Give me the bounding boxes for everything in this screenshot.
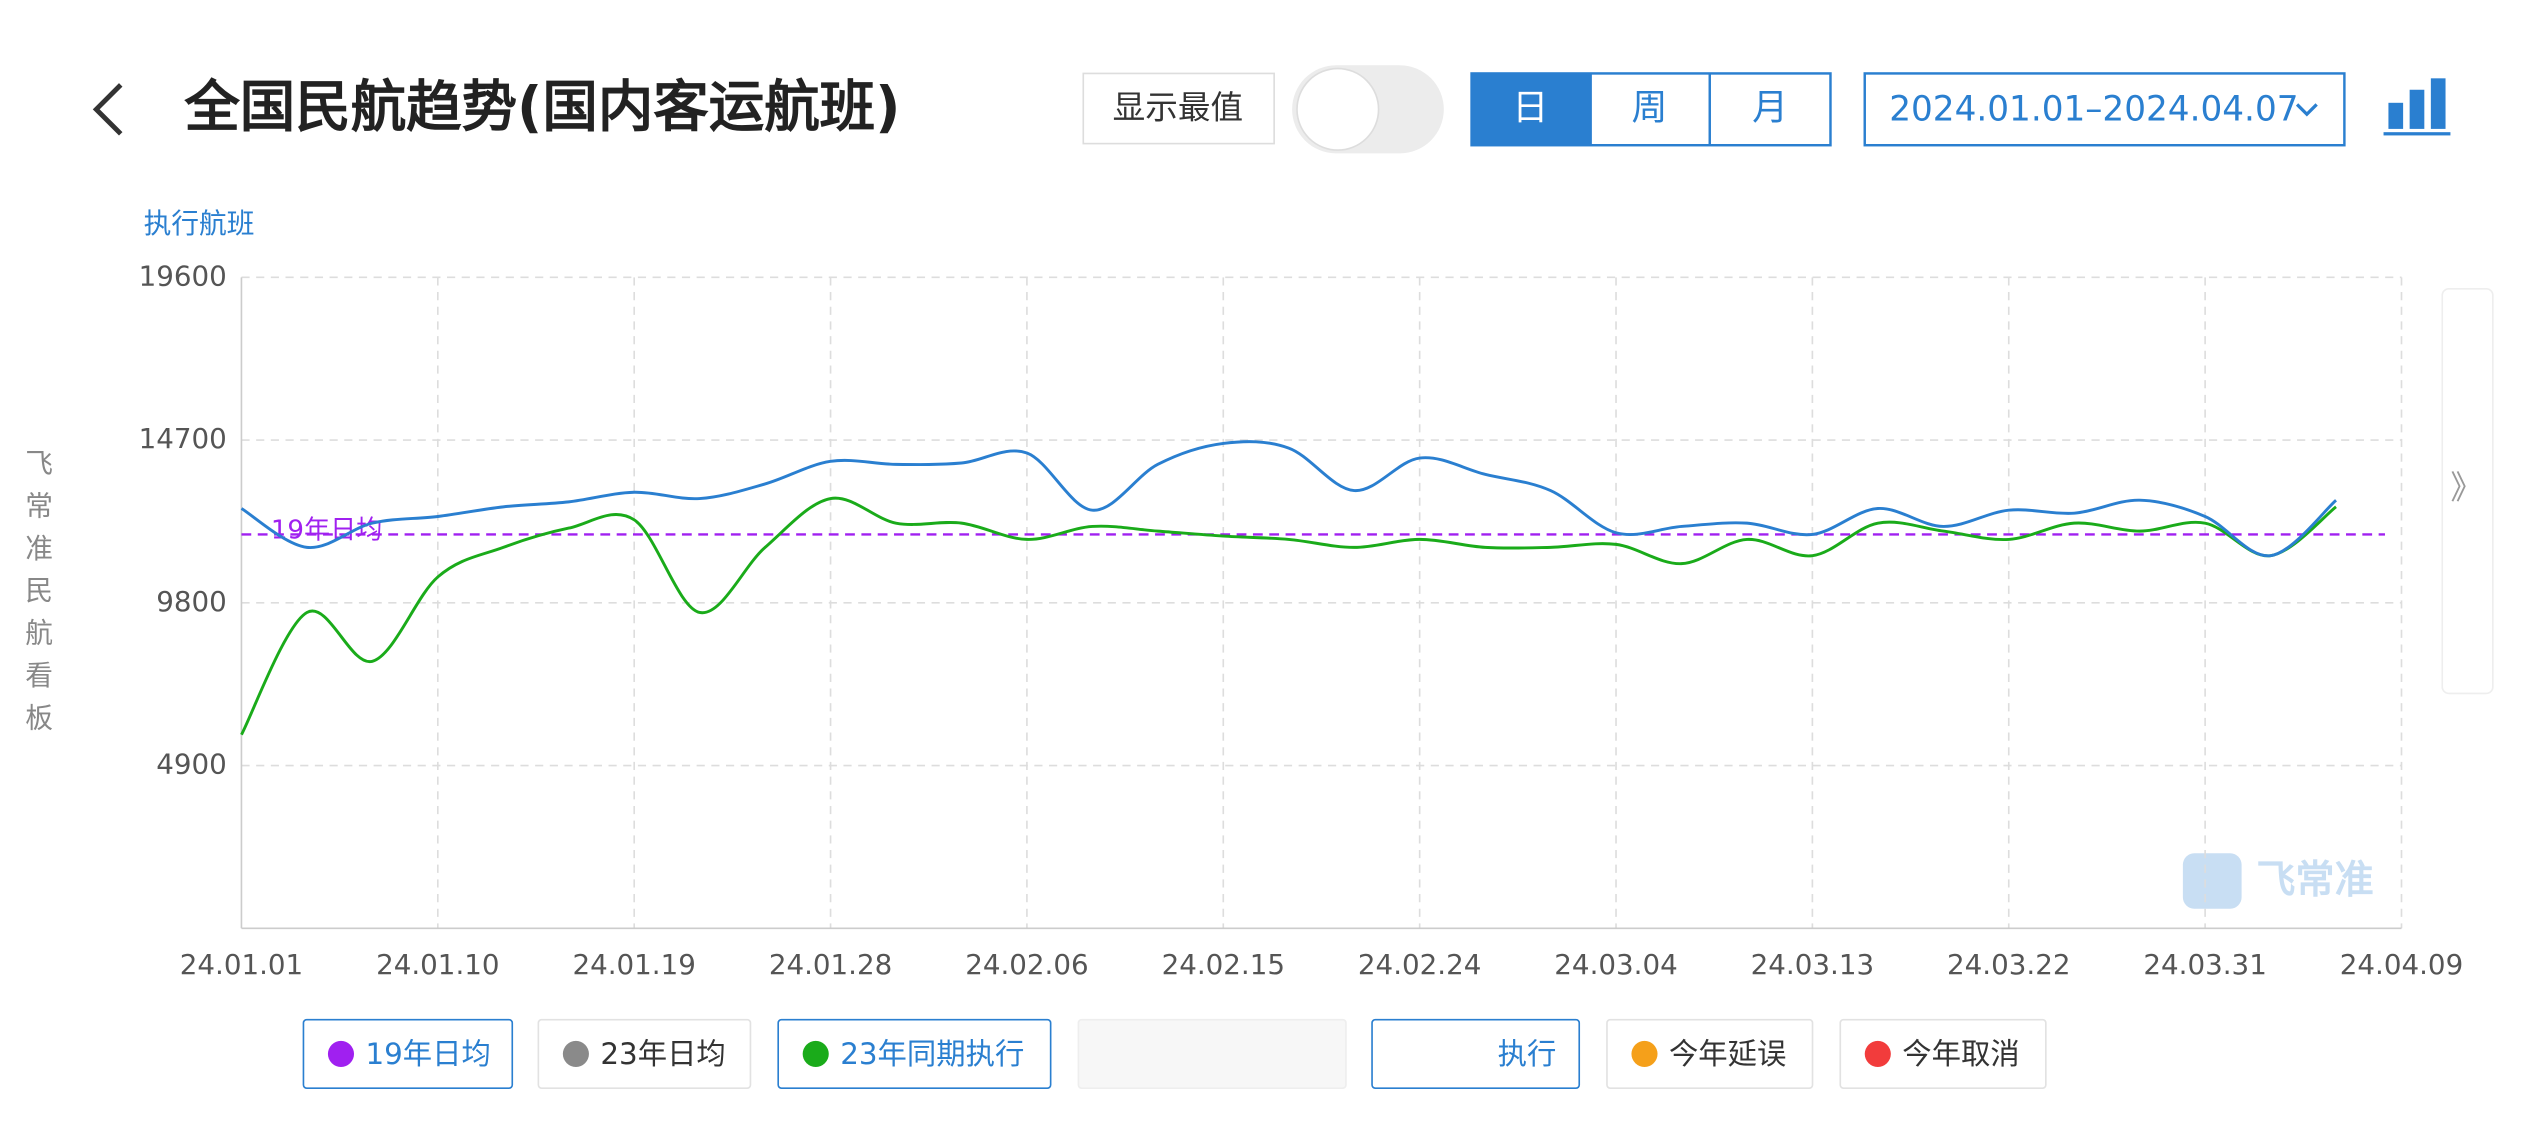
y-axis-label: 执行航班 [144, 207, 255, 240]
legend-item[interactable] [1606, 1018, 1814, 1090]
chart-icon[interactable] [2383, 78, 2451, 136]
x-tick-label: 24.01.01 [180, 948, 303, 981]
x-tick-label: 24.02.15 [1162, 948, 1285, 981]
legend: 19年日均 23年日均 23年同期执行 执行 今年延误 今年取消 [302, 1018, 2047, 1090]
legend-label: 今年延误 [1669, 1037, 1786, 1071]
page-title: 全国民航趋势(国内客运航班) [183, 76, 900, 140]
toggle-knob [1296, 67, 1380, 151]
side-panel[interactable] [2441, 287, 2494, 695]
legend-item[interactable] [302, 1018, 514, 1090]
plot: 4900 9800 14700 19600 24.01.01 24.01.10 24.01.… [139, 259, 2464, 980]
watermark: 飞常准 [2256, 858, 2373, 903]
x-tick-label: 24.03.22 [1947, 948, 2070, 981]
legend-item[interactable] [1371, 1018, 1581, 1090]
side-char: 看 [25, 659, 53, 692]
y-tick-label: 9800 [156, 585, 227, 618]
date-range: 2024.01.01–2024.04.07 [1889, 89, 2298, 129]
y-tick-label: 19600 [139, 259, 227, 292]
legend-label: 23年同期执行 [840, 1037, 1024, 1071]
x-tick-label: 24.01.10 [376, 948, 499, 981]
legend-item-faded [1077, 1018, 1347, 1090]
y-tick-label: 4900 [156, 748, 227, 781]
legend-dot [562, 1040, 589, 1067]
period-month[interactable]: 月 [1752, 87, 1788, 128]
period-day[interactable]: 日 [1512, 87, 1548, 128]
side-char: 准 [25, 532, 53, 565]
side-arrow: 》 [2450, 468, 2483, 506]
side-char: 板 [25, 701, 53, 734]
x-tick-label: 24.02.24 [1358, 948, 1481, 981]
legend-dot [802, 1040, 829, 1067]
x-tick-label: 24.04.09 [2340, 948, 2463, 981]
series-line [240, 440, 2338, 558]
back-button[interactable] [92, 83, 123, 136]
x-tick-label: 24.03.31 [2143, 948, 2266, 981]
x-tick-label: 24.01.28 [769, 948, 892, 981]
x-tick-label: 24.03.13 [1751, 948, 1874, 981]
legend-dot [1864, 1040, 1891, 1067]
toggle-label: 显示最值 [1113, 88, 1243, 126]
legend-label: 19年日均 [365, 1037, 490, 1071]
legend-label: 执行 [1498, 1037, 1557, 1071]
watermark-group: 飞常准 [2182, 853, 2374, 909]
series-line [240, 496, 2337, 736]
side-char: 常 [25, 489, 53, 522]
legend-item[interactable] [1839, 1018, 2047, 1090]
period-week[interactable]: 周 [1631, 87, 1667, 128]
side-char: 航 [25, 617, 53, 650]
side-char: 民 [25, 574, 53, 607]
legend-dot [327, 1040, 355, 1067]
date-picker[interactable] [1863, 72, 2346, 147]
y-tick-label: 14700 [139, 422, 227, 455]
legend-label: 23年日均 [600, 1037, 725, 1071]
legend-item[interactable] [537, 1018, 752, 1090]
x-tick-label: 24.02.06 [965, 948, 1088, 981]
toggle-label-box [1082, 72, 1275, 145]
period-selected [1471, 73, 1591, 146]
x-tick-label: 24.03.04 [1554, 948, 1677, 981]
legend-dot [1631, 1040, 1658, 1067]
legend-item[interactable] [777, 1018, 1052, 1090]
legend-label: 今年取消 [1902, 1037, 2019, 1071]
side-char: 飞 [25, 447, 53, 480]
x-tick-label: 24.01.19 [572, 948, 695, 981]
